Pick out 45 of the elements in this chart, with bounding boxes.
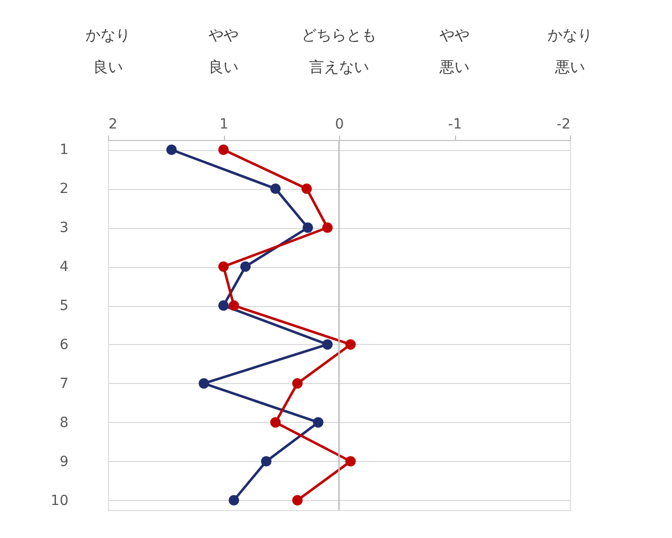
point — [292, 378, 303, 389]
text: かなり — [86, 26, 130, 44]
y-tick-label: 2 — [60, 181, 68, 198]
point — [322, 222, 333, 233]
text: やや — [440, 26, 470, 44]
text: 良い — [93, 58, 123, 76]
point — [228, 300, 240, 311]
point — [218, 144, 229, 155]
text: 悪い — [554, 58, 585, 76]
text: 悪い — [438, 58, 470, 76]
text: かなり — [548, 26, 592, 44]
point — [218, 261, 229, 272]
y-tick-label: 9 — [60, 454, 68, 470]
y-tick-label: 1 — [60, 142, 68, 158]
y-tick-label: 6 — [60, 336, 69, 353]
point — [345, 339, 356, 350]
point — [312, 417, 324, 428]
point — [322, 339, 333, 350]
x-tick-label: 2 — [108, 116, 118, 132]
y-tick-label: 7 — [60, 376, 68, 392]
y-tick-label: 5 — [60, 298, 68, 314]
x-tick-label: -1 — [448, 116, 462, 132]
y-tick-label: 3 — [60, 220, 68, 236]
point — [302, 222, 314, 233]
x-tick-label: -2 — [556, 116, 570, 132]
point — [301, 183, 312, 194]
text: 言えない — [309, 58, 369, 76]
point — [292, 495, 303, 506]
x-tick-label: 1 — [220, 116, 228, 132]
text: 良い — [208, 58, 238, 76]
text: どちらとも — [302, 26, 376, 44]
x-tick-label: 0 — [335, 116, 344, 132]
point — [240, 261, 251, 272]
y-tick-label: 8 — [60, 414, 68, 431]
point — [228, 495, 240, 506]
text: やや — [208, 26, 238, 44]
point — [166, 144, 177, 155]
y-tick-label: 4 — [60, 259, 69, 276]
point — [345, 456, 356, 467]
point — [270, 183, 281, 194]
point — [218, 300, 229, 311]
y-tick-label: 10 — [50, 492, 68, 509]
point — [260, 456, 272, 467]
point — [270, 417, 281, 428]
point — [198, 378, 210, 389]
